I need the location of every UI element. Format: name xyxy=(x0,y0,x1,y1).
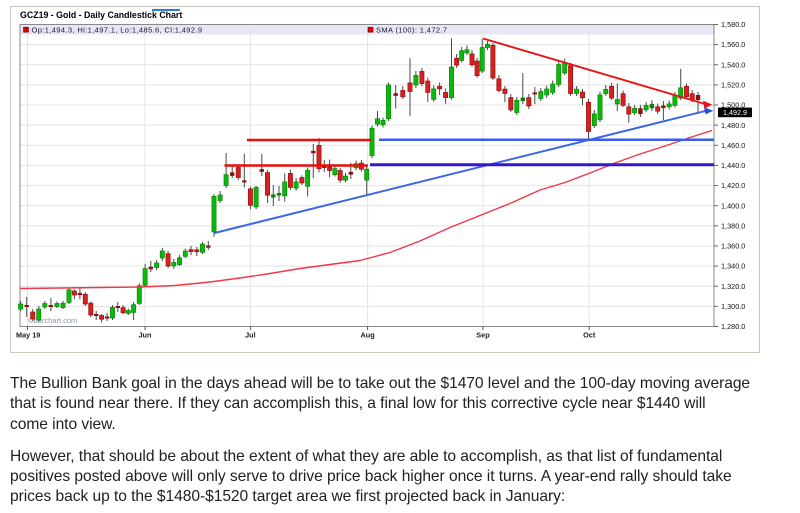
svg-text:Jul: Jul xyxy=(245,331,256,340)
svg-text:1,280.0: 1,280.0 xyxy=(721,322,745,331)
svg-text:Oct: Oct xyxy=(583,331,596,340)
svg-text:1,460.0: 1,460.0 xyxy=(721,141,745,150)
svg-text:Op:1,494.3, Hi:1,497.1, Lo:1,4: Op:1,494.3, Hi:1,497.1, Lo:1,485.6, Cl:1… xyxy=(32,26,203,35)
svg-text:1,340.0: 1,340.0 xyxy=(721,262,745,271)
svg-text:May 19: May 19 xyxy=(16,331,40,340)
svg-text:1,380.0: 1,380.0 xyxy=(721,221,745,230)
svg-text:1,492.9: 1,492.9 xyxy=(723,108,747,117)
svg-text:©barchart.com: ©barchart.com xyxy=(28,316,77,325)
svg-text:1,320.0: 1,320.0 xyxy=(721,282,745,291)
svg-text:1,440.0: 1,440.0 xyxy=(721,161,745,170)
svg-text:1,540.0: 1,540.0 xyxy=(721,60,745,69)
svg-text:1,560.0: 1,560.0 xyxy=(721,40,745,49)
svg-text:1,480.0: 1,480.0 xyxy=(721,121,745,130)
svg-text:Aug: Aug xyxy=(361,331,375,340)
svg-text:SMA (100): 1,472.7: SMA (100): 1,472.7 xyxy=(376,26,447,35)
svg-text:Sep: Sep xyxy=(476,331,490,340)
svg-text:1,500.0: 1,500.0 xyxy=(721,101,745,110)
svg-text:1,580.0: 1,580.0 xyxy=(721,20,745,29)
svg-text:1,400.0: 1,400.0 xyxy=(721,201,745,210)
svg-text:1,360.0: 1,360.0 xyxy=(721,242,745,251)
svg-text:1,300.0: 1,300.0 xyxy=(721,302,745,311)
svg-text:1,520.0: 1,520.0 xyxy=(721,81,745,90)
svg-text:Jun: Jun xyxy=(139,331,152,340)
svg-text:1,420.0: 1,420.0 xyxy=(721,181,745,190)
